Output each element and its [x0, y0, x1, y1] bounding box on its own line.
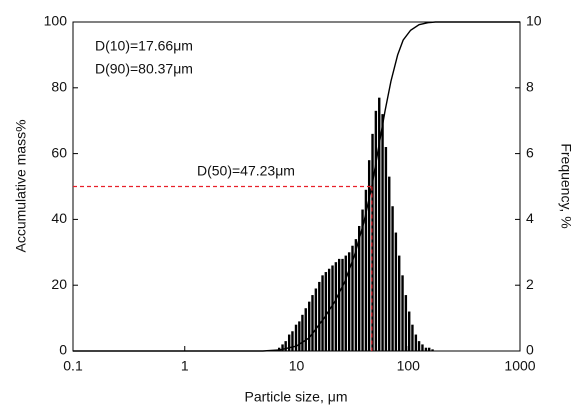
bar [347, 252, 351, 351]
bar [351, 245, 354, 351]
bar [308, 301, 311, 351]
bar [367, 160, 371, 351]
bar [381, 114, 384, 352]
bar [388, 176, 391, 351]
bar [404, 295, 408, 351]
bar [411, 324, 414, 351]
y2-tick-label: 8 [526, 79, 534, 95]
bar [414, 334, 418, 351]
bar [361, 209, 364, 351]
bar [431, 349, 434, 351]
bar [337, 258, 341, 351]
bar [424, 347, 428, 351]
bar [311, 295, 314, 351]
bar [304, 308, 307, 351]
bar [287, 334, 291, 351]
bar [341, 258, 344, 351]
bar [417, 341, 421, 351]
bar [314, 288, 318, 351]
bar [364, 189, 368, 351]
bar [408, 311, 411, 351]
x-tick-label: 0.1 [63, 358, 83, 374]
x-tick-label: 1 [181, 358, 189, 374]
bar [334, 262, 338, 351]
bar [298, 321, 301, 351]
bar [391, 206, 394, 351]
bar [358, 225, 361, 351]
bar [294, 324, 298, 351]
bar [324, 272, 328, 351]
y-tick-label: 40 [51, 210, 67, 226]
bar [291, 331, 294, 351]
y2-tick-label: 0 [526, 342, 534, 358]
y-tick-label: 60 [51, 144, 67, 160]
x-axis-label: Particle size, μm [245, 389, 348, 405]
bar [331, 265, 334, 351]
y-tick-label: 0 [59, 342, 67, 358]
y-tick-label: 20 [51, 276, 67, 292]
bar [344, 255, 347, 351]
bar [421, 344, 424, 351]
bar [301, 314, 304, 351]
bar [384, 147, 388, 351]
bar [401, 275, 404, 351]
y2-tick-label: 4 [526, 210, 534, 226]
annotation: D(10)=17.66μm [95, 38, 193, 54]
y-tick-label: 80 [51, 79, 67, 95]
y2-tick-label: 6 [526, 144, 534, 160]
y-tick-label: 100 [44, 13, 68, 29]
y-axis-label: Accumulative mass% [13, 119, 29, 252]
annotation: D(50)=47.23μm [197, 163, 295, 179]
bar [284, 341, 287, 351]
y2-axis-label: Frequency, % [558, 143, 574, 228]
bar [374, 110, 378, 351]
bar [318, 281, 321, 351]
bar [354, 239, 358, 351]
bar [428, 347, 431, 351]
bar [394, 232, 398, 351]
x-tick-label: 1000 [504, 358, 535, 374]
y2-tick-label: 2 [526, 276, 534, 292]
bar [281, 344, 284, 351]
bar [371, 133, 374, 351]
bar [378, 97, 381, 351]
bar [321, 275, 324, 351]
x-tick-label: 10 [289, 358, 305, 374]
y2-tick-label: 10 [526, 13, 542, 29]
x-tick-label: 100 [397, 358, 421, 374]
bar [398, 255, 401, 351]
annotation: D(90)=80.37μm [95, 61, 193, 77]
